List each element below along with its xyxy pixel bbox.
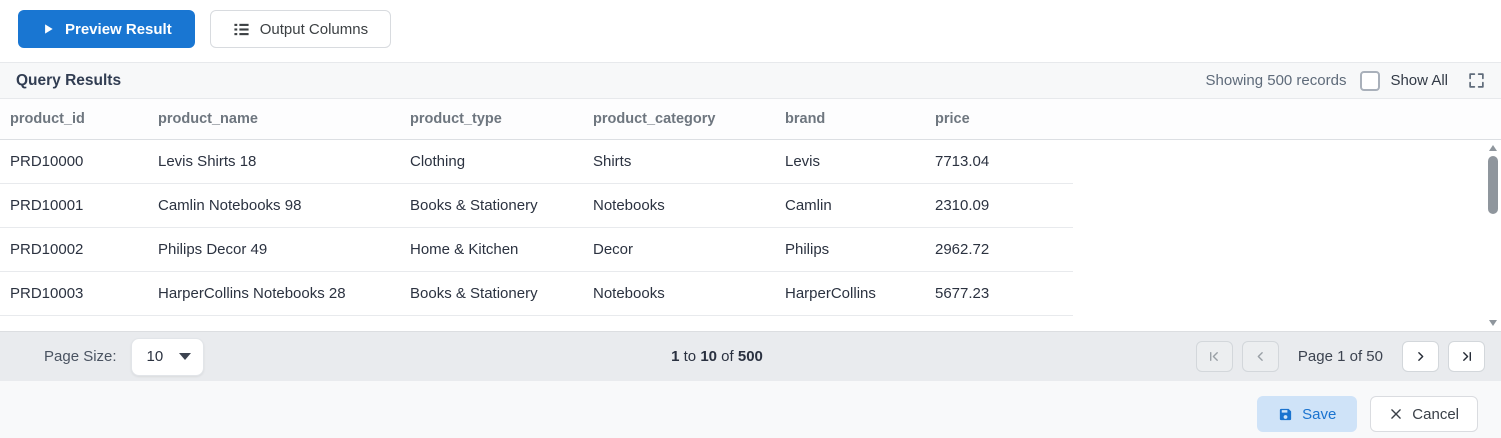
cancel-button[interactable]: Cancel [1370,396,1478,432]
table-cell: Philips Decor 49 [158,241,268,258]
play-icon [41,22,55,36]
range-sep1: to [683,348,697,365]
table-row: PRD10003 HarperCollins Notebooks 28 Books … [0,272,1073,316]
table-cell: 7713.04 [935,153,990,170]
table-cell: Notebooks [593,197,665,214]
results-header-right: Showing 500 records Show All [1205,70,1485,91]
table-row: PRD10000 Levis Shirts 18 Clothing Shirts Lev… [0,140,1073,184]
table-cell: PRD10002 [10,241,84,258]
table-cell: Clothing [410,153,466,170]
range-sep2: of [721,348,734,365]
show-all-checkbox[interactable] [1360,70,1381,91]
table-cell: 2310.09 [935,197,990,214]
results-header: Query Results Showing 500 records Show A… [0,62,1501,99]
table-cell: PRD10000 [10,153,84,170]
table-cell: Home & Kitchen [410,241,519,258]
table-cell: Levis Shirts 18 [158,153,257,170]
save-icon [1278,407,1293,422]
range-start: 1 [671,348,680,365]
record-count-text: Showing 500 records [1205,72,1347,89]
column-header-product_type[interactable]: product_type [410,111,502,127]
preview-result-label: Preview Result [65,20,172,38]
action-bar: Save Cancel [0,381,1501,438]
page-indicator: Page 1 of 50 [1297,348,1383,365]
first-page-button[interactable] [1195,341,1233,372]
output-columns-label: Output Columns [259,20,369,38]
save-button[interactable]: Save [1257,396,1358,432]
fullscreen-icon[interactable] [1468,72,1485,89]
table-cell: 5677.23 [935,285,990,302]
scrollbar-thumb[interactable] [1488,156,1498,214]
scroll-up-arrow-icon[interactable] [1489,145,1497,151]
table-cell: HarperCollins Notebooks 28 [158,285,346,302]
table-cell: PRD10003 [10,285,84,302]
vertical-scrollbar[interactable] [1486,142,1501,329]
table-row: PRD10001 Camlin Notebooks 98 Books & Stati… [0,184,1073,228]
table-row: PRD10002 Philips Decor 49 Home & Kitchen De… [0,228,1073,272]
query-results-table: product_id product_name product_type produc… [0,99,1501,331]
table-cell: Camlin [785,197,832,214]
list-icon [233,21,250,38]
show-all-label: Show All [1390,72,1448,89]
range-mid: 10 [700,348,717,365]
scroll-down-arrow-icon[interactable] [1489,320,1497,326]
table-cell: Levis [785,153,821,170]
table-cell: Shirts [593,153,632,170]
page-size-label: Page Size: [44,348,117,365]
table-cell: Books & Stationery [410,197,538,214]
table-cell: Books & Stationery [410,285,538,302]
column-header-brand[interactable]: brand [785,111,826,127]
table-header-row: product_id product_name product_type produc… [0,99,1501,140]
row-range-text: 1 to 10 of 500 [671,348,763,365]
table-cell: 2962.72 [935,241,990,258]
column-header-price[interactable]: price [935,111,970,127]
toolbar: Preview Result Output Columns [0,0,1501,62]
last-page-button[interactable] [1448,341,1485,372]
save-label: Save [1302,405,1337,423]
results-title: Query Results [16,71,122,89]
preview-result-button[interactable]: Preview Result [18,10,195,48]
table-body: PRD10000 Levis Shirts 18 Clothing Shirts Lev… [0,140,1501,331]
pagination-footer: Page Size: 10 1 to 10 of 500 Page 1 of [0,331,1501,381]
pager: Page 1 of 50 [1195,341,1485,372]
page-size-select[interactable]: 10 [130,337,204,376]
table-cell: Philips [785,241,830,258]
range-total: 500 [737,348,763,365]
cancel-label: Cancel [1412,405,1459,423]
column-header-product_name[interactable]: product_name [158,111,258,127]
output-columns-button[interactable]: Output Columns [209,10,392,48]
table-cell: PRD10001 [10,197,84,214]
table-cell: Decor [593,241,634,258]
column-header-product_id[interactable]: product_id [10,111,85,127]
close-icon [1389,407,1403,421]
chevron-down-icon [178,353,191,360]
table-cell: HarperCollins [785,285,876,302]
page-size-value: 10 [146,348,164,365]
previous-page-button[interactable] [1241,341,1279,372]
table-cell: Notebooks [593,285,665,302]
next-page-button[interactable] [1402,341,1439,372]
column-header-product_category[interactable]: product_category [593,111,716,127]
table-cell: Camlin Notebooks 98 [158,197,302,214]
